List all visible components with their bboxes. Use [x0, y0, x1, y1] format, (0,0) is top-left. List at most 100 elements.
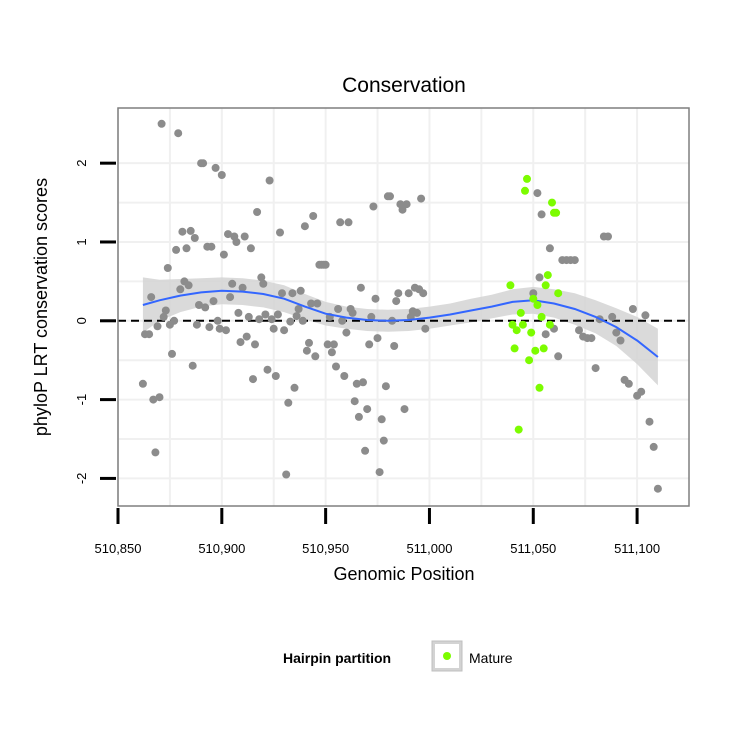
other-point	[261, 310, 270, 319]
other-point	[238, 283, 247, 292]
other-point	[541, 330, 550, 339]
mature-point	[531, 346, 540, 355]
other-point	[575, 326, 583, 335]
other-point	[174, 129, 183, 138]
other-point	[338, 316, 347, 325]
mature-point	[552, 208, 561, 217]
other-point	[278, 289, 286, 298]
other-point	[367, 312, 376, 321]
other-point	[529, 289, 538, 298]
other-point	[213, 316, 222, 325]
other-point	[286, 317, 295, 326]
other-point	[554, 352, 563, 361]
other-point	[402, 200, 411, 209]
other-point	[176, 285, 185, 294]
mature-point	[521, 186, 529, 195]
other-point	[211, 163, 220, 172]
mature-point	[545, 320, 554, 329]
other-point	[217, 171, 226, 179]
other-point	[332, 362, 340, 371]
other-point	[404, 289, 413, 298]
other-point	[192, 320, 201, 329]
other-point	[373, 334, 382, 343]
other-point	[178, 227, 187, 236]
mature-point	[535, 383, 544, 392]
plot-border	[117, 107, 690, 507]
other-point	[188, 361, 197, 370]
other-point	[172, 245, 181, 254]
legend: Hairpin partition Mature	[283, 640, 513, 672]
other-point	[199, 159, 208, 168]
other-point	[649, 442, 658, 451]
other-point	[323, 340, 332, 349]
y-tick-label: -2	[74, 473, 89, 485]
other-point	[251, 340, 259, 349]
other-point	[342, 328, 351, 337]
other-point	[334, 305, 343, 313]
mature-point	[525, 356, 534, 365]
other-point	[311, 352, 320, 361]
other-point	[226, 293, 235, 302]
y-tick-label: 0	[74, 317, 89, 324]
other-point	[292, 312, 301, 321]
other-point	[234, 308, 243, 317]
other-point	[637, 387, 646, 396]
other-point	[259, 279, 268, 288]
other-point	[305, 338, 313, 347]
mature-point	[523, 174, 531, 183]
other-point	[145, 330, 154, 339]
other-point	[398, 205, 407, 214]
mature-point	[529, 294, 538, 303]
mature-point	[506, 281, 515, 290]
other-point	[321, 260, 330, 269]
other-point	[653, 484, 662, 493]
other-point	[377, 415, 386, 424]
x-tick-label: 511,000	[406, 541, 452, 556]
other-point	[182, 244, 191, 253]
other-point	[296, 286, 305, 295]
other-point	[591, 364, 600, 373]
other-point	[205, 323, 214, 332]
other-point	[257, 273, 266, 282]
other-point	[190, 234, 199, 242]
other-point	[290, 383, 299, 392]
other-point	[394, 289, 403, 298]
other-point	[350, 397, 359, 406]
other-point	[161, 306, 170, 315]
smooth-trend-line	[142, 289, 659, 358]
other-point	[354, 412, 363, 421]
other-point	[236, 338, 245, 347]
other-point	[170, 316, 179, 325]
mature-point	[533, 301, 542, 309]
other-point	[327, 348, 336, 357]
mature-point	[518, 320, 527, 329]
other-point	[570, 256, 579, 265]
other-point	[604, 232, 612, 241]
mature-point	[537, 312, 546, 321]
legend-key-point	[443, 652, 451, 660]
other-point	[608, 312, 617, 321]
mature-point	[548, 198, 556, 207]
other-point	[163, 264, 172, 272]
other-point	[224, 230, 232, 239]
other-point	[149, 395, 158, 404]
other-point	[240, 232, 249, 241]
other-point	[645, 417, 654, 426]
x-tick-label: 510,900	[198, 541, 245, 556]
x-tick-label: 510,950	[302, 541, 349, 556]
other-point	[537, 210, 546, 219]
other-point	[253, 208, 262, 216]
other-point	[533, 189, 542, 198]
other-point	[386, 192, 394, 201]
other-point	[612, 328, 621, 337]
other-point	[356, 283, 365, 292]
other-point	[246, 244, 255, 253]
other-point	[228, 279, 237, 288]
other-point	[201, 303, 210, 312]
other-point	[302, 346, 311, 355]
other-point	[276, 228, 284, 237]
other-point	[168, 349, 176, 358]
chart-title: Conservation	[342, 74, 466, 97]
other-point	[421, 324, 430, 333]
other-point	[288, 289, 297, 298]
